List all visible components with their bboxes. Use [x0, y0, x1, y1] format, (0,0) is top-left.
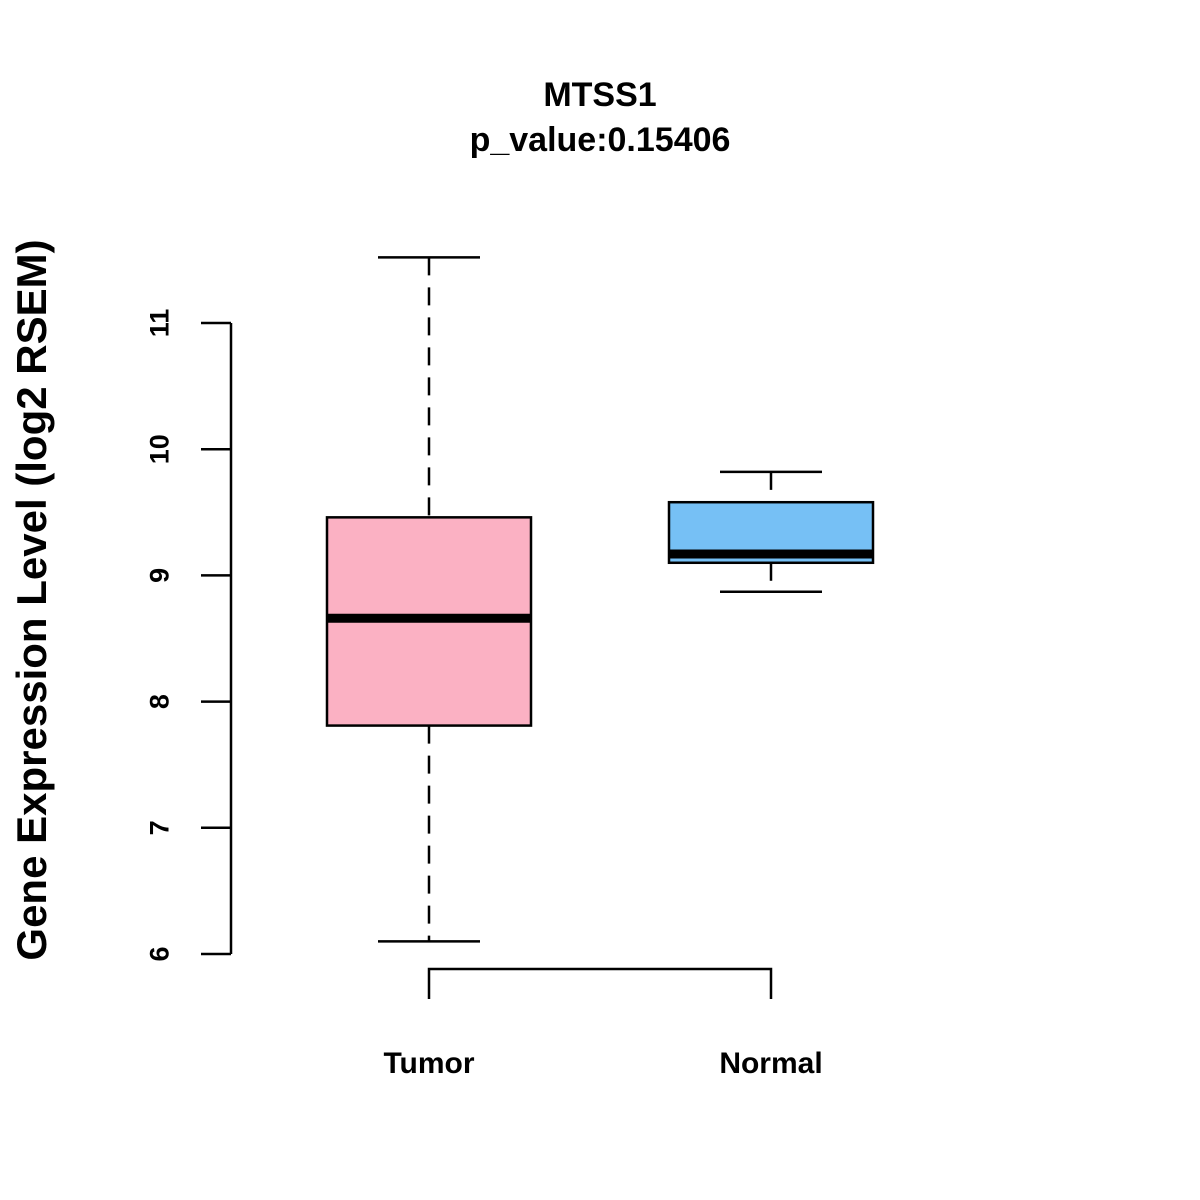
y-axis: 6 7 8 9 10 11 [145, 309, 233, 962]
boxes-group [325, 256, 875, 943]
x-category-label: Normal [719, 1047, 822, 1080]
bracket-line [427, 967, 773, 999]
x-category-label: Tumor [383, 1047, 474, 1080]
y-tick-label: 8 [145, 694, 175, 709]
chart-titles: MTSS1 p_value:0.15406 [470, 76, 731, 159]
y-tick-label: 9 [145, 568, 175, 583]
y-axis-label: Gene Expression Level (log2 RSEM) [8, 239, 55, 960]
chart-title: MTSS1 [543, 76, 656, 114]
y-tick-label: 6 [145, 946, 175, 961]
x-axis-labels: Tumor Normal [383, 1047, 822, 1080]
chart-subtitle: p_value:0.15406 [470, 121, 731, 159]
y-tick-label: 11 [145, 309, 175, 338]
comparison-bracket [427, 967, 773, 999]
box-normal [667, 470, 875, 594]
box-tumor [325, 256, 533, 943]
y-tick-label: 10 [145, 434, 175, 464]
y-tick-label: 7 [145, 820, 175, 835]
